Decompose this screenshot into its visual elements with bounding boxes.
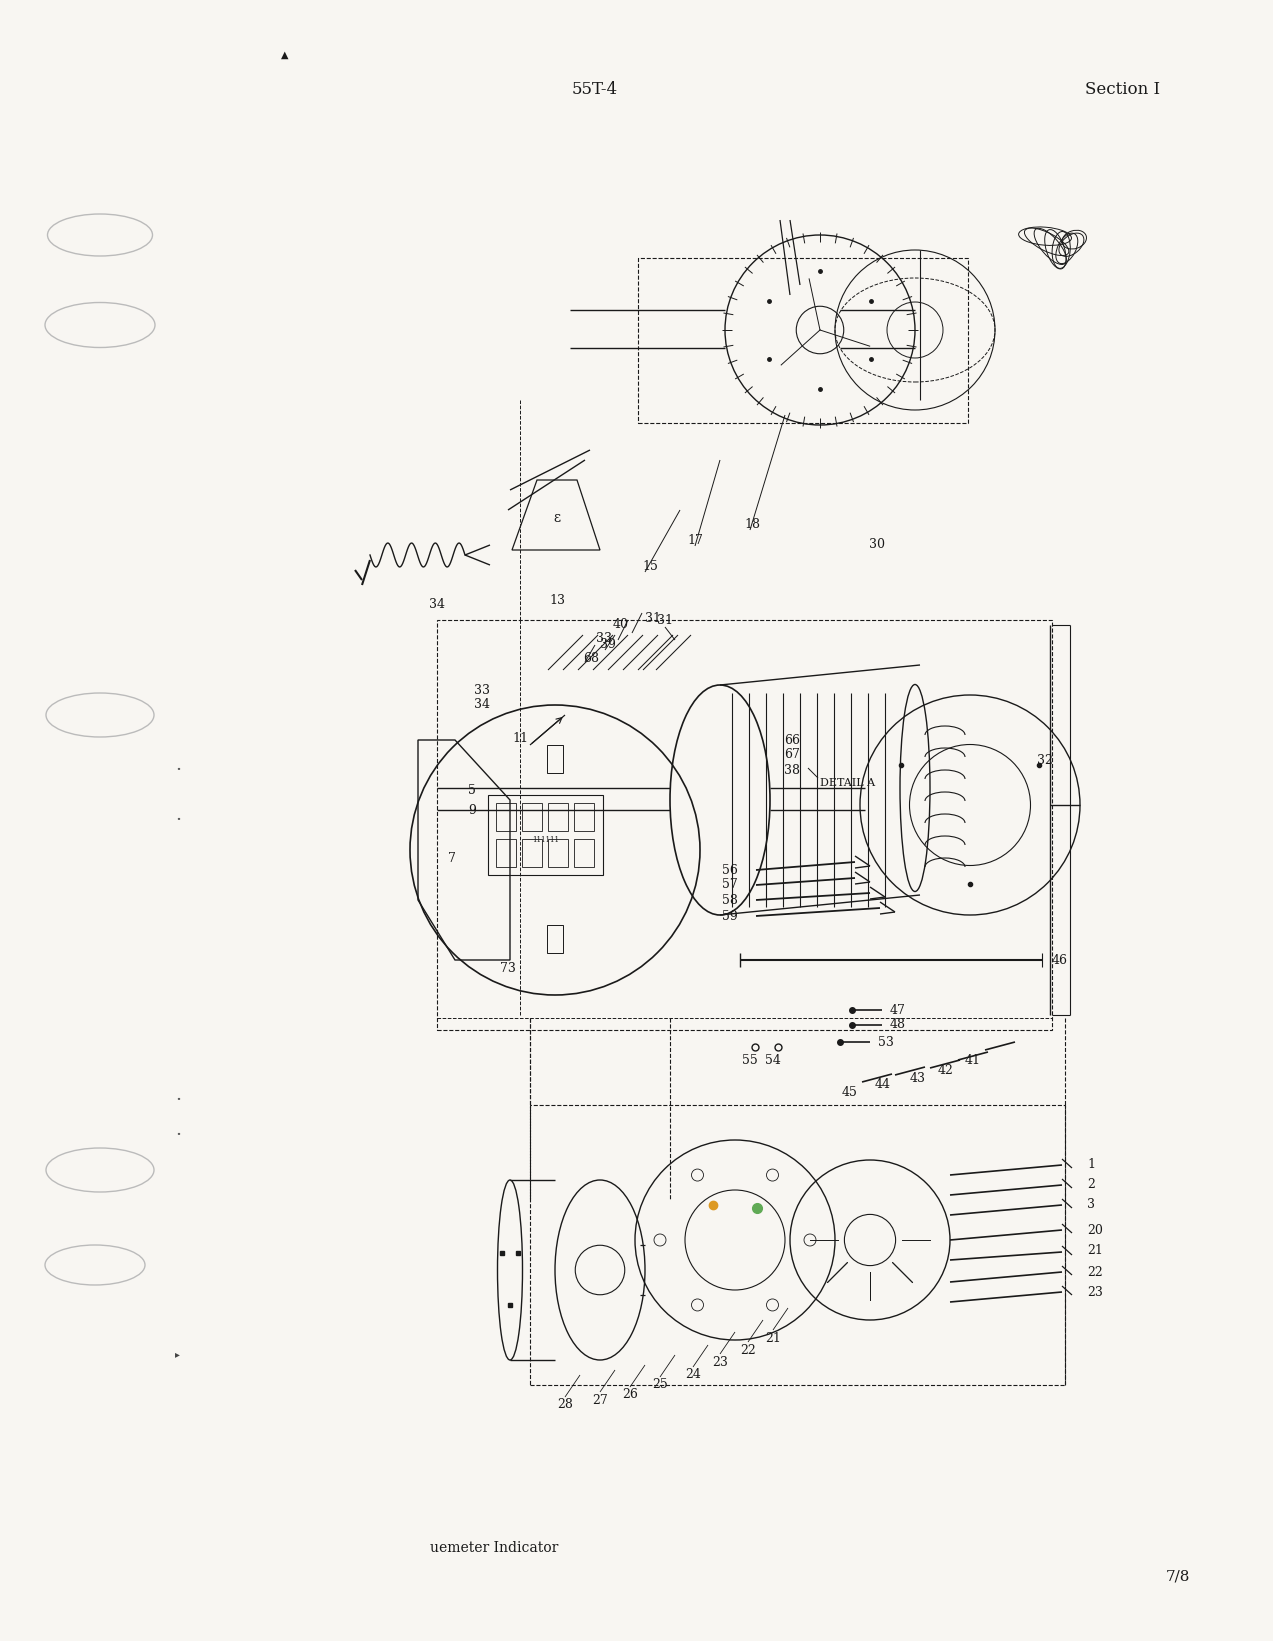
Bar	[496, 802, 516, 830]
Bar	[522, 839, 542, 866]
Bar	[547, 926, 563, 953]
Bar	[530, 1104, 1066, 1385]
Text: 26: 26	[622, 1388, 638, 1401]
Text: ·: ·	[174, 1126, 181, 1144]
Text: 68: 68	[583, 651, 600, 665]
Text: 33: 33	[596, 632, 612, 645]
Text: 23: 23	[1087, 1285, 1102, 1298]
Text: 23: 23	[712, 1355, 728, 1369]
Text: 47: 47	[890, 1004, 906, 1016]
Bar	[437, 620, 1051, 1031]
Bar	[547, 745, 563, 773]
Text: 9: 9	[468, 804, 476, 817]
Bar	[496, 839, 516, 866]
Bar	[488, 794, 603, 875]
Bar	[638, 258, 967, 423]
Text: 17: 17	[687, 533, 703, 546]
Text: 33: 33	[474, 684, 490, 696]
Text: 56: 56	[722, 863, 738, 876]
Bar	[547, 839, 568, 866]
Text: 31: 31	[657, 614, 673, 627]
Text: 66: 66	[784, 734, 799, 747]
Text: 21: 21	[765, 1331, 780, 1344]
Text: 15: 15	[642, 561, 658, 573]
Bar	[522, 802, 542, 830]
Text: 32: 32	[1037, 753, 1053, 766]
Text: 57: 57	[722, 878, 738, 891]
Text: 55: 55	[742, 1054, 757, 1067]
Text: 55T-4: 55T-4	[572, 82, 619, 98]
Text: ▲: ▲	[281, 51, 289, 59]
Text: 45: 45	[841, 1085, 858, 1098]
Text: 73: 73	[500, 962, 516, 975]
Text: 111111: 111111	[532, 835, 560, 843]
Text: 42: 42	[938, 1063, 953, 1076]
Text: ·: ·	[174, 811, 181, 829]
Text: 31: 31	[645, 612, 661, 625]
Bar	[547, 802, 568, 830]
Text: 7: 7	[448, 852, 456, 865]
Text: 46: 46	[1051, 953, 1068, 967]
Text: 3: 3	[1087, 1198, 1095, 1211]
Text: 34: 34	[429, 599, 446, 612]
Text: 41: 41	[965, 1054, 981, 1067]
Text: 58: 58	[722, 893, 738, 906]
Text: 7/8: 7/8	[1166, 1569, 1190, 1584]
Text: 21: 21	[1087, 1244, 1102, 1257]
Text: 22: 22	[1087, 1265, 1102, 1278]
Text: 67: 67	[784, 748, 799, 761]
Bar	[574, 802, 594, 830]
Text: 34: 34	[474, 699, 490, 712]
Text: 59: 59	[722, 909, 738, 922]
Text: 38: 38	[784, 763, 799, 776]
Text: 13: 13	[549, 594, 565, 607]
Text: 18: 18	[743, 519, 760, 532]
Text: 5: 5	[468, 783, 476, 796]
Text: DETAIL A: DETAIL A	[820, 778, 875, 788]
Text: 24: 24	[685, 1369, 701, 1382]
Text: 48: 48	[890, 1019, 906, 1032]
Text: uemeter Indicator: uemeter Indicator	[430, 1541, 559, 1556]
Text: 54: 54	[765, 1054, 780, 1067]
Text: 53: 53	[878, 1035, 894, 1049]
Text: 39: 39	[600, 638, 616, 651]
Text: 43: 43	[910, 1072, 925, 1085]
Text: 25: 25	[652, 1378, 668, 1392]
Bar	[574, 839, 594, 866]
Text: ε: ε	[554, 510, 560, 525]
Text: 11: 11	[512, 732, 528, 745]
Text: 20: 20	[1087, 1224, 1102, 1237]
Text: 44: 44	[875, 1078, 891, 1091]
Text: 2: 2	[1087, 1178, 1095, 1191]
Text: 30: 30	[869, 538, 885, 551]
Text: Section I: Section I	[1085, 82, 1160, 98]
Text: 27: 27	[592, 1393, 608, 1406]
Text: 1: 1	[1087, 1159, 1095, 1172]
Text: 28: 28	[558, 1398, 573, 1411]
Text: ·: ·	[174, 761, 181, 779]
Text: 22: 22	[740, 1344, 756, 1357]
Text: 40: 40	[614, 619, 629, 632]
Text: ▸: ▸	[174, 1351, 179, 1359]
Text: ·: ·	[174, 1091, 181, 1109]
